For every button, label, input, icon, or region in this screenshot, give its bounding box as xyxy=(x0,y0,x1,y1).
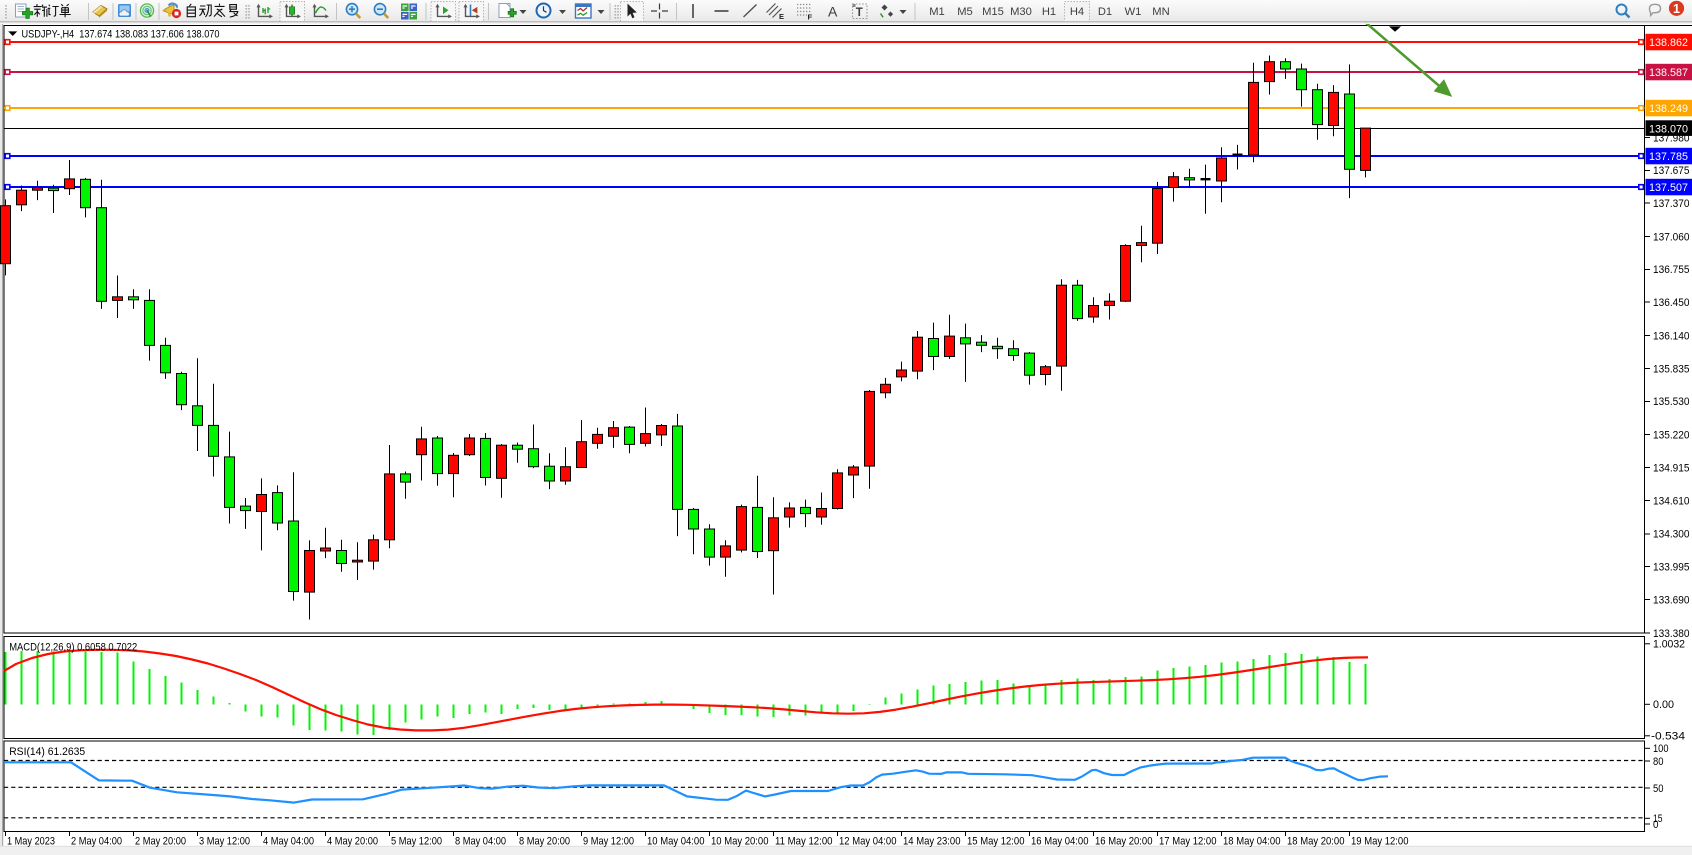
svg-text:F: F xyxy=(808,13,813,22)
svg-text:1 May 2023: 1 May 2023 xyxy=(7,836,55,848)
svg-text:50: 50 xyxy=(1653,783,1664,795)
svg-text:10 May 04:00: 10 May 04:00 xyxy=(647,836,705,848)
svg-text:H4: H4 xyxy=(1070,6,1084,18)
svg-text:100: 100 xyxy=(1653,743,1669,755)
svg-text:1: 1 xyxy=(1673,2,1680,16)
svg-text:138.249: 138.249 xyxy=(1649,103,1688,115)
svg-text:1.0032: 1.0032 xyxy=(1653,639,1685,651)
svg-text:D1: D1 xyxy=(1098,6,1112,18)
svg-text:138.587: 138.587 xyxy=(1649,67,1688,79)
svg-text:5 May 12:00: 5 May 12:00 xyxy=(391,836,442,848)
svg-text:3 May 12:00: 3 May 12:00 xyxy=(199,836,250,848)
svg-text:M15: M15 xyxy=(982,6,1004,18)
svg-text:136.140: 136.140 xyxy=(1653,331,1690,343)
svg-text:134.915: 134.915 xyxy=(1653,462,1690,474)
svg-text:136.450: 136.450 xyxy=(1653,297,1690,309)
svg-text:4 May 04:00: 4 May 04:00 xyxy=(263,836,314,848)
svg-text:17 May 12:00: 17 May 12:00 xyxy=(1159,836,1217,848)
svg-text:135.530: 135.530 xyxy=(1653,396,1690,408)
svg-text:14 May 23:00: 14 May 23:00 xyxy=(903,836,961,848)
svg-text:E: E xyxy=(779,12,784,21)
svg-text:4 May 20:00: 4 May 20:00 xyxy=(327,836,378,848)
svg-text:RSI(14) 61.2635: RSI(14) 61.2635 xyxy=(9,746,85,758)
svg-text:133.380: 133.380 xyxy=(1653,628,1690,640)
svg-text:A: A xyxy=(828,4,838,20)
svg-text:138.862: 138.862 xyxy=(1649,37,1688,49)
svg-text:135.835: 135.835 xyxy=(1653,363,1690,375)
svg-text:MACD(12,26,9) 0.6058 0.7022: MACD(12,26,9) 0.6058 0.7022 xyxy=(9,642,137,654)
svg-text:134.610: 134.610 xyxy=(1653,495,1690,507)
svg-text:0: 0 xyxy=(1653,819,1659,831)
svg-text:2 May 20:00: 2 May 20:00 xyxy=(135,836,186,848)
svg-text:10 May 20:00: 10 May 20:00 xyxy=(711,836,769,848)
svg-text:11 May 12:00: 11 May 12:00 xyxy=(775,836,833,848)
svg-text:138.070: 138.070 xyxy=(1649,123,1688,135)
svg-text:18 May 20:00: 18 May 20:00 xyxy=(1287,836,1345,848)
svg-text:137.507: 137.507 xyxy=(1649,182,1688,194)
svg-text:15 May 12:00: 15 May 12:00 xyxy=(967,836,1025,848)
svg-text:137.675: 137.675 xyxy=(1653,165,1690,177)
svg-text:15: 15 xyxy=(1653,813,1663,825)
svg-text:8 May 04:00: 8 May 04:00 xyxy=(455,836,506,848)
svg-text:135.220: 135.220 xyxy=(1653,430,1690,442)
svg-text:9 May 12:00: 9 May 12:00 xyxy=(583,836,634,848)
svg-text:12 May 04:00: 12 May 04:00 xyxy=(839,836,897,848)
svg-text:16 May 04:00: 16 May 04:00 xyxy=(1031,836,1089,848)
svg-text:8 May 20:00: 8 May 20:00 xyxy=(519,836,570,848)
svg-text:133.995: 133.995 xyxy=(1653,562,1690,574)
svg-text:137.370: 137.370 xyxy=(1653,198,1690,210)
svg-text:-0.534: -0.534 xyxy=(1651,731,1685,743)
svg-text:80: 80 xyxy=(1653,756,1664,768)
svg-text:H1: H1 xyxy=(1042,6,1056,18)
svg-text:M1: M1 xyxy=(929,6,945,18)
svg-text:137.060: 137.060 xyxy=(1653,231,1690,243)
svg-text:MN: MN xyxy=(1152,6,1169,18)
svg-text:19 May 12:00: 19 May 12:00 xyxy=(1351,836,1409,848)
svg-text:0.00: 0.00 xyxy=(1653,699,1674,711)
svg-text:M5: M5 xyxy=(957,6,973,18)
svg-text:137.785: 137.785 xyxy=(1649,151,1688,163)
svg-text:USDJPY-,H4 137.674 138.083 13: USDJPY-,H4 137.674 138.083 137.606 138.0… xyxy=(22,29,220,41)
svg-text:2 May 04:00: 2 May 04:00 xyxy=(71,836,122,848)
svg-text:18 May 04:00: 18 May 04:00 xyxy=(1223,836,1281,848)
svg-text:133.690: 133.690 xyxy=(1653,594,1690,606)
svg-text:136.755: 136.755 xyxy=(1653,264,1690,276)
svg-text:134.300: 134.300 xyxy=(1653,529,1690,541)
svg-text:T: T xyxy=(856,7,863,19)
svg-text:W1: W1 xyxy=(1125,6,1142,18)
svg-text:16 May 20:00: 16 May 20:00 xyxy=(1095,836,1153,848)
svg-text:M30: M30 xyxy=(1010,6,1032,18)
